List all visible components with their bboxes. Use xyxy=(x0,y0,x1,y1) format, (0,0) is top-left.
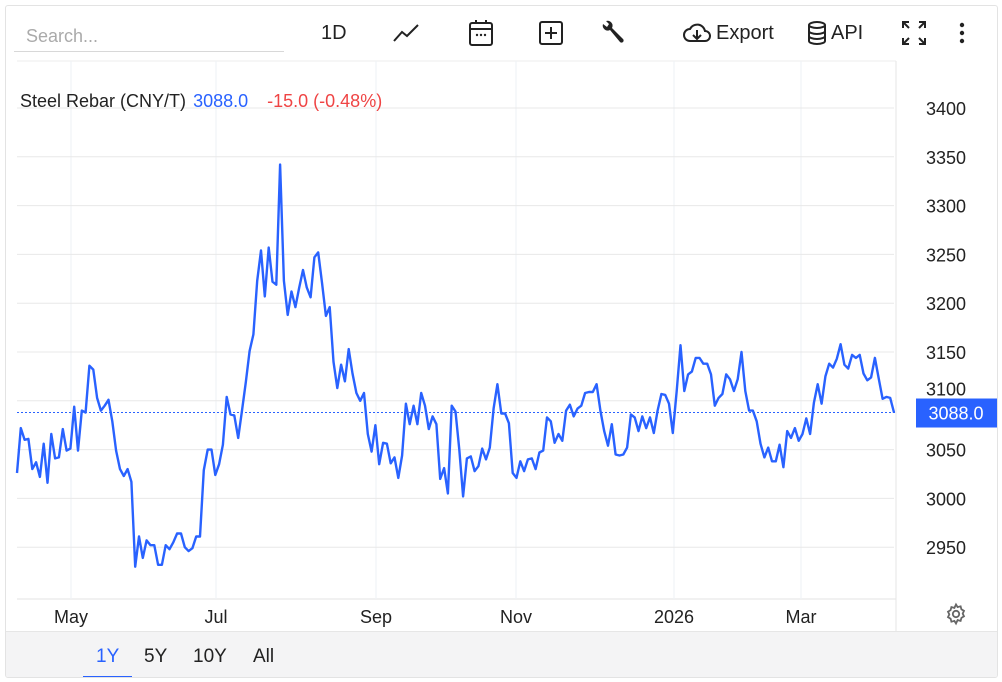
y-tick-label: 3050 xyxy=(926,441,966,461)
price-tag xyxy=(916,398,997,428)
y-tick-label: 3350 xyxy=(926,148,966,168)
fullscreen-icon xyxy=(902,21,926,45)
interval-label: 1D xyxy=(321,21,347,44)
more-vertical-icon xyxy=(959,22,965,44)
chart-type-button[interactable] xyxy=(392,16,420,50)
more-options-button[interactable] xyxy=(956,16,968,50)
range-bar: 1Y 5Y 10Y All xyxy=(6,631,997,677)
interval-button[interactable]: 1D xyxy=(321,16,347,50)
x-tick-label: Mar xyxy=(786,607,817,627)
line-chart-icon xyxy=(393,24,419,42)
export-label: Export xyxy=(716,21,774,44)
export-button[interactable]: Export xyxy=(682,16,774,50)
last-price: 3088.0 xyxy=(193,91,249,111)
search-input[interactable] xyxy=(14,22,284,52)
fullscreen-button[interactable] xyxy=(901,16,927,50)
date-range-button[interactable] xyxy=(468,16,494,50)
range-10y[interactable]: 10Y xyxy=(193,646,227,667)
x-tick-label: Sep xyxy=(360,607,392,627)
y-tick-label: 3150 xyxy=(926,343,966,363)
calendar-icon xyxy=(469,20,493,46)
y-tick-label: 3000 xyxy=(926,489,966,509)
chart-legend: Steel Rebar (CNY/T) 3088.0 -15.0 (-0.48%… xyxy=(20,91,382,112)
wrench-icon xyxy=(602,20,624,43)
price-line xyxy=(15,163,896,568)
range-1y[interactable]: 1Y xyxy=(83,642,133,677)
chart-widget: 1D Export API May Jul Sep Nov 2026 Mar 3400 335… xyxy=(5,5,998,678)
gear-icon[interactable] xyxy=(944,602,968,626)
y-tick-label: 3250 xyxy=(926,245,966,265)
y-tick-label: 3400 xyxy=(926,99,966,119)
x-tick-label: Jul xyxy=(204,607,227,627)
price-tag-label: 3088.0 xyxy=(928,404,983,424)
toolbar: 1D Export API xyxy=(6,6,997,61)
cloud-download-icon xyxy=(683,23,711,42)
api-label: API xyxy=(831,21,864,44)
settings-tools-button[interactable] xyxy=(600,16,626,50)
x-tick-label: Nov xyxy=(500,607,532,627)
add-indicator-button[interactable] xyxy=(538,16,564,50)
api-button[interactable]: API xyxy=(807,16,863,50)
price-chart[interactable]: May Jul Sep Nov 2026 Mar 3400 3350 3300 3250 3200 3… xyxy=(6,6,997,631)
range-5y[interactable]: 5Y xyxy=(144,646,168,667)
add-indicator-icon xyxy=(539,21,563,45)
x-tick-label: May xyxy=(54,607,88,627)
range-all[interactable]: All xyxy=(253,646,275,667)
price-change: -15.0 (-0.48%) xyxy=(267,91,383,111)
database-icon xyxy=(808,21,826,45)
y-tick-label: 3300 xyxy=(926,197,966,217)
y-tick-label: 2950 xyxy=(926,538,966,558)
x-tick-label: 2026 xyxy=(654,607,694,627)
instrument-name: Steel Rebar (CNY/T) xyxy=(20,91,187,111)
y-tick-label: 3100 xyxy=(926,380,966,400)
y-tick-label: 3200 xyxy=(926,294,966,314)
